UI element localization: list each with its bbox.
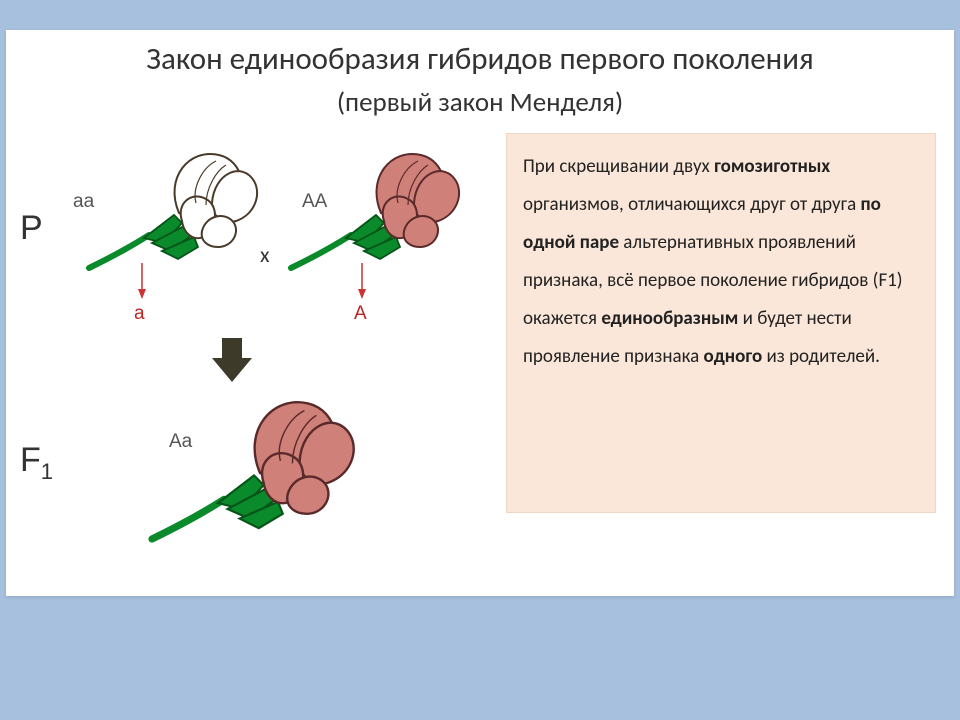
flower-offspring	[146, 389, 362, 557]
flower-parent-pink	[286, 143, 466, 283]
flower-parent-white	[84, 143, 264, 283]
description-text: При скрещивании двух гомозиготных органи…	[523, 148, 919, 376]
label-f-sub: 1	[41, 459, 53, 484]
cross-symbol: x	[260, 241, 270, 268]
gamete-arrow-pink	[356, 261, 368, 301]
genotype-AA: AA	[302, 191, 327, 213]
content-area: P F1 aa a x AA A	[6, 131, 954, 591]
genetics-diagram: P F1 aa a x AA A	[6, 131, 506, 591]
gamete-arrow-white	[136, 261, 148, 301]
label-f: F	[20, 441, 41, 479]
gamete-A: A	[354, 303, 367, 325]
description-box: При скрещивании двух гомозиготных органи…	[506, 133, 936, 513]
label-parents: P	[20, 209, 43, 248]
offspring-arrow-icon	[212, 336, 252, 384]
label-f1: F1	[20, 441, 53, 485]
slide: Закон единообразия гибридов первого поко…	[6, 30, 954, 596]
genotype-aa: aa	[73, 191, 94, 213]
genotype-Aa: Aa	[169, 431, 192, 453]
gamete-a: a	[134, 303, 145, 325]
slide-title: Закон единообразия гибридов первого поко…	[6, 30, 954, 78]
slide-subtitle: (первый закон Менделя)	[6, 78, 954, 119]
